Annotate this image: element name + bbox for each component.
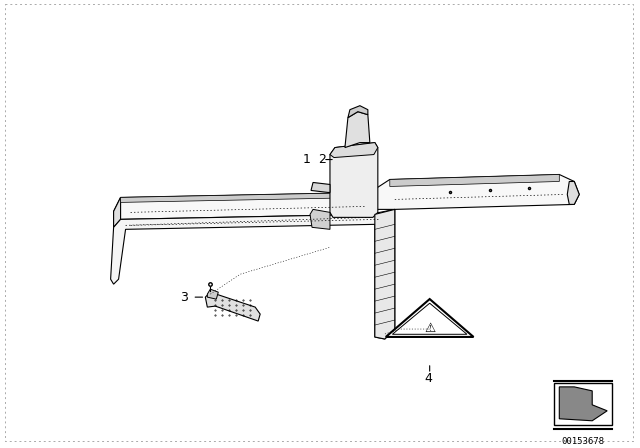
Polygon shape bbox=[310, 209, 330, 229]
Text: ⚠: ⚠ bbox=[424, 322, 435, 335]
Text: 4: 4 bbox=[425, 372, 433, 385]
Text: 00153678: 00153678 bbox=[562, 437, 605, 446]
Text: 1: 1 bbox=[303, 153, 311, 166]
Polygon shape bbox=[386, 299, 474, 337]
Polygon shape bbox=[330, 142, 378, 158]
Polygon shape bbox=[390, 174, 559, 186]
Polygon shape bbox=[114, 198, 120, 227]
Polygon shape bbox=[348, 106, 368, 118]
Text: 3: 3 bbox=[180, 291, 188, 304]
Polygon shape bbox=[567, 181, 579, 204]
Polygon shape bbox=[111, 209, 395, 339]
Polygon shape bbox=[370, 174, 579, 209]
Polygon shape bbox=[114, 193, 375, 227]
Polygon shape bbox=[559, 387, 607, 421]
Polygon shape bbox=[330, 142, 378, 217]
Bar bbox=[554, 383, 612, 425]
Polygon shape bbox=[205, 292, 260, 321]
Polygon shape bbox=[345, 112, 370, 147]
Polygon shape bbox=[375, 209, 395, 339]
Text: 2: 2 bbox=[318, 153, 326, 166]
Polygon shape bbox=[120, 193, 370, 202]
Polygon shape bbox=[207, 289, 218, 299]
Polygon shape bbox=[311, 182, 330, 193]
